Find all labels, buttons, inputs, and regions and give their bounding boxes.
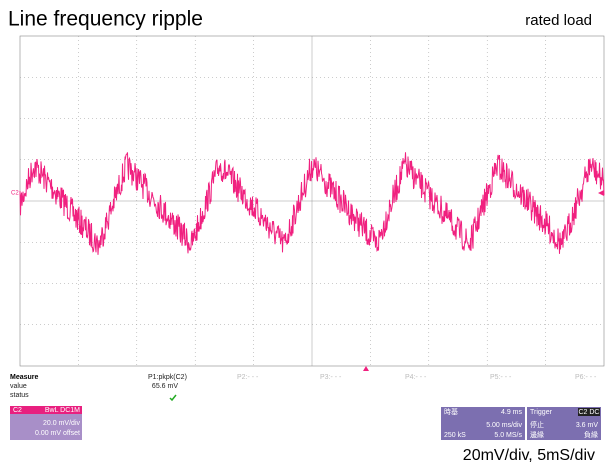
channel-scale: 20.0 mV/div xyxy=(43,420,80,427)
timebase-box: 時基 4.9 ms 5.00 ms/div 250 kS 5.0 MS/s xyxy=(441,407,525,440)
channel-marker: C2 xyxy=(11,191,19,197)
trigger-box: Trigger C2 DC 停止 3.6 mV 邊緣 負緣 xyxy=(527,407,601,440)
trigger-source-bg xyxy=(578,408,600,416)
timebase-samples: 250 kS xyxy=(444,432,466,439)
row-label: status xyxy=(10,392,29,399)
param-name: P3:- - - xyxy=(320,374,342,381)
trigger-label: Trigger xyxy=(530,409,553,416)
trigger-marker xyxy=(363,366,369,371)
caption: 20mV/div, 5mS/div xyxy=(463,447,595,464)
channel-offset: 0.00 mV offset xyxy=(35,430,80,437)
row-label: value xyxy=(10,383,27,390)
timebase-scale: 5.00 ms/div xyxy=(486,422,522,429)
timebase-bg xyxy=(441,407,525,440)
status-check xyxy=(169,394,177,402)
param-name: P1:pkpk(C2) xyxy=(148,374,187,381)
channel-coupling: BwL DC1M xyxy=(45,407,80,414)
subtitle: rated load xyxy=(525,12,592,29)
trigger-mode: 停止 xyxy=(530,420,544,429)
channel-box: C2 BwL DC1M 20.0 mV/div 0.00 mV offset xyxy=(10,406,82,440)
trigger-slope: 負緣 xyxy=(584,430,598,439)
channel-name: C2 xyxy=(13,407,22,414)
measure-heading: Measure xyxy=(10,374,39,381)
param-name: P2:- - - xyxy=(237,374,259,381)
title: Line frequency ripple xyxy=(8,8,203,31)
param-name: P5:- - - xyxy=(490,374,512,381)
level-marker xyxy=(598,190,604,196)
timebase-label: 時基 xyxy=(444,407,458,416)
channel-header xyxy=(10,406,82,414)
param-name: P6:- - - xyxy=(575,374,597,381)
trigger-source: C2 DC xyxy=(578,409,599,416)
trigger-type: 邊緣 xyxy=(530,430,544,439)
timebase-delay: 4.9 ms xyxy=(501,409,523,416)
waveform xyxy=(19,152,605,255)
param-value: 65.6 mV xyxy=(152,383,178,390)
param-name: P4:- - - xyxy=(405,374,427,381)
trigger-level: 3.6 mV xyxy=(576,422,599,429)
timebase-rate: 5.0 MS/s xyxy=(494,432,522,439)
